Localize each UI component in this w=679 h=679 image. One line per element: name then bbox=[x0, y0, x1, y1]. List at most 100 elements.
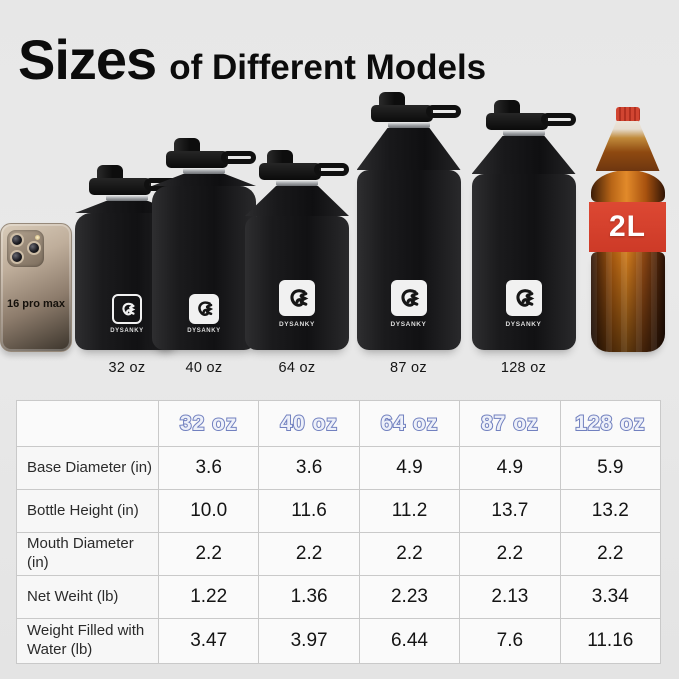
brand-name: DYSANKY bbox=[505, 321, 542, 328]
spec-value-cell: 1.22 bbox=[157, 575, 260, 619]
cap-lid bbox=[166, 151, 228, 168]
brand-logo-icon bbox=[505, 280, 542, 316]
bottle-body: DYSANKY bbox=[471, 174, 576, 350]
spec-table: 32 oz 40 oz 64 oz 87 oz 128 oz Base Diam… bbox=[16, 400, 662, 664]
spec-value-cell: 3.97 bbox=[258, 618, 360, 664]
cap-lid bbox=[485, 113, 548, 130]
cap-handle bbox=[314, 163, 349, 176]
row-label: Mouth Diameter (in) bbox=[16, 532, 159, 576]
cap-handle bbox=[425, 105, 461, 118]
bottle-cap bbox=[259, 150, 349, 180]
spec-value-cell: 11.2 bbox=[358, 489, 461, 533]
size-caption-32oz: 32 oz bbox=[108, 360, 146, 376]
spec-header-row: 32 oz 40 oz 64 oz 87 oz 128 oz bbox=[16, 400, 662, 447]
spec-value-cell: 13.2 bbox=[559, 489, 662, 533]
table-row: Base Diameter (in) 3.6 3.6 4.9 4.9 5.9 bbox=[16, 446, 662, 490]
bottle-graphic: DYSANKY bbox=[356, 92, 461, 350]
cap-handle bbox=[221, 151, 256, 164]
phone-label: 16 pro max bbox=[6, 298, 66, 310]
size-caption-87oz: 87 oz bbox=[390, 360, 427, 376]
steel-neck-ring bbox=[106, 195, 148, 201]
brand-logo-icon bbox=[112, 294, 142, 324]
cap-spout bbox=[267, 150, 293, 165]
spec-value-cell: 7.6 bbox=[459, 618, 561, 664]
size-caption-40oz: 40 oz bbox=[185, 360, 223, 376]
spec-value-cell: 3.6 bbox=[157, 446, 260, 490]
bottle-40oz: DYSANKY 40 oz bbox=[152, 138, 256, 378]
col-header-128oz: 128 oz bbox=[559, 400, 662, 447]
title-main: Sizes bbox=[18, 28, 157, 92]
steel-neck-ring bbox=[387, 122, 430, 128]
bottle-graphic: DYSANKY bbox=[471, 100, 576, 350]
size-caption-64oz: 64 oz bbox=[278, 360, 316, 376]
spec-value-cell: 4.9 bbox=[459, 446, 561, 490]
steel-neck-ring bbox=[276, 180, 318, 186]
row-label: Net Weiht (lb) bbox=[16, 575, 159, 619]
brand-logo-icon bbox=[279, 280, 315, 316]
table-row: Mouth Diameter (in) 2.2 2.2 2.2 2.2 2.2 bbox=[16, 532, 662, 576]
brand-name: DYSANKY bbox=[187, 328, 221, 334]
row-label: Bottle Height (in) bbox=[16, 489, 159, 533]
size-caption-128oz: 128 oz bbox=[500, 360, 547, 376]
table-row: Bottle Height (in) 10.0 11.6 11.2 13.7 1… bbox=[16, 489, 662, 533]
spec-value-cell: 10.0 bbox=[157, 489, 260, 533]
camera-lens-icon bbox=[27, 241, 41, 255]
brand-logo-icon bbox=[189, 294, 219, 324]
bottle-graphic: DYSANKY bbox=[245, 150, 349, 350]
bottle-body: DYSANKY bbox=[245, 216, 349, 350]
spec-value-cell: 13.7 bbox=[459, 489, 561, 533]
spec-value-cell: 2.13 bbox=[459, 575, 561, 619]
bottle-128oz: DYSANKY 128 oz bbox=[470, 100, 577, 378]
bottle-body: DYSANKY bbox=[152, 186, 256, 350]
spec-value-cell: 2.2 bbox=[459, 532, 561, 576]
cap-spout bbox=[174, 138, 200, 153]
bottle-shoulder bbox=[472, 136, 576, 174]
table-row: Net Weiht (lb) 1.22 1.36 2.23 2.13 3.34 bbox=[16, 575, 662, 619]
spec-value-cell: 2.23 bbox=[358, 575, 461, 619]
brand-logo-icon bbox=[390, 280, 427, 316]
col-header-32oz: 32 oz bbox=[157, 400, 260, 447]
cola-cap bbox=[615, 107, 640, 122]
spec-value-cell: 4.9 bbox=[358, 446, 461, 490]
spec-value-cell: 5.9 bbox=[559, 446, 662, 490]
spec-value-cell: 1.36 bbox=[258, 575, 360, 619]
cap-lid bbox=[259, 163, 321, 180]
col-header-40oz: 40 oz bbox=[258, 400, 360, 447]
table-row: Weight Filled with Water (lb) 3.47 3.97 … bbox=[16, 618, 662, 664]
cola-neck bbox=[596, 121, 660, 171]
cap-spout bbox=[97, 165, 123, 180]
camera-lens-icon bbox=[10, 233, 24, 247]
bottle-cap bbox=[166, 138, 256, 168]
spec-value-cell: 3.34 bbox=[559, 575, 662, 619]
cola-lower-body bbox=[590, 252, 665, 352]
cap-handle bbox=[540, 113, 576, 126]
camera-flash-icon bbox=[35, 235, 40, 240]
bottle-32oz: DYSANKY 32 oz bbox=[75, 165, 179, 378]
phone-camera-module bbox=[7, 230, 44, 267]
row-label: Base Diameter (in) bbox=[16, 446, 159, 490]
col-header-64oz: 64 oz bbox=[358, 400, 461, 447]
cap-spout bbox=[378, 92, 405, 107]
spec-value-cell: 2.2 bbox=[358, 532, 461, 576]
cap-spout bbox=[493, 100, 520, 115]
steel-neck-ring bbox=[183, 168, 225, 174]
camera-lens-icon bbox=[10, 250, 24, 264]
spec-value-cell: 2.2 bbox=[559, 532, 662, 576]
bottle-shoulder bbox=[152, 174, 256, 186]
spec-value-cell: 11.16 bbox=[559, 618, 662, 664]
page-title: Sizes of Different Models bbox=[18, 27, 486, 92]
phone-body: 16 pro max bbox=[0, 223, 72, 352]
spec-value-cell: 3.47 bbox=[157, 618, 260, 664]
cola-2l-bottle: 2L bbox=[589, 107, 666, 352]
brand-name: DYSANKY bbox=[279, 321, 315, 328]
bottle-shoulder bbox=[245, 186, 349, 216]
bottle-cap bbox=[485, 100, 576, 130]
col-header-87oz: 87 oz bbox=[459, 400, 561, 447]
cola-upper-body bbox=[590, 170, 665, 202]
brand-name: DYSANKY bbox=[110, 328, 144, 334]
corner-cell bbox=[16, 400, 159, 447]
row-label: Weight Filled with Water (lb) bbox=[16, 618, 159, 664]
cap-lid bbox=[370, 105, 433, 122]
